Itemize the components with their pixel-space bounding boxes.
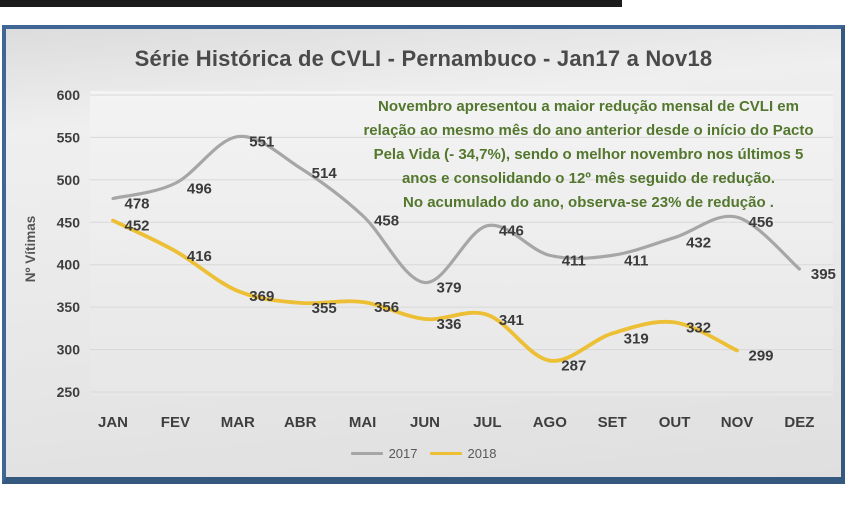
x-tick-label: FEV xyxy=(161,414,190,431)
y-tick-label: 550 xyxy=(57,129,81,145)
data-label-2018-MAR: 369 xyxy=(249,288,274,305)
x-tick-label: AGO xyxy=(533,414,568,431)
data-label-2017-ABR: 514 xyxy=(312,165,338,182)
data-label-2018-MAI: 356 xyxy=(374,299,399,316)
data-label-2018-SET: 319 xyxy=(624,330,649,347)
legend: 2017 2018 xyxy=(6,446,841,461)
y-tick-label: 400 xyxy=(57,257,81,273)
y-tick-label: 500 xyxy=(57,172,81,188)
data-label-2018-JUN: 336 xyxy=(436,316,461,333)
annotation-line: Pela Vida (- 34,7%), sendo o melhor nove… xyxy=(373,146,804,163)
plot-area: 600 550 500 450 400 350 300 250 JAN FEV MAR ABR MAI J… xyxy=(23,87,836,431)
legend-swatch-2018 xyxy=(429,452,462,455)
data-label-2018-OUT: 332 xyxy=(686,319,711,336)
data-label-2018-AGO: 287 xyxy=(561,358,586,375)
data-label-2017-NOV: 456 xyxy=(748,214,773,231)
legend-label: 2017 xyxy=(388,446,418,461)
data-label-2018-ABR: 355 xyxy=(312,300,337,317)
chart-panel-inner: 600 550 500 450 400 350 300 250 JAN FEV MAR ABR MAI J… xyxy=(6,29,841,477)
data-label-2017-SET: 411 xyxy=(624,252,648,269)
annotation-line: Novembro apresentou a maior redução mens… xyxy=(378,98,799,115)
y-tick-label: 450 xyxy=(57,214,81,230)
legend-item-2018: 2018 xyxy=(429,446,497,461)
annotation-line: anos e consolidando o 12º mês seguido de… xyxy=(401,170,776,187)
x-tick-label: JUL xyxy=(473,414,501,431)
data-label-2018-NOV: 299 xyxy=(748,347,773,364)
x-tick-label: MAR xyxy=(221,414,255,431)
legend-label: 2018 xyxy=(467,446,497,461)
data-label-2017-DEZ: 395 xyxy=(811,266,836,283)
chart-panel: 600 550 500 450 400 350 300 250 JAN FEV MAR ABR MAI J… xyxy=(2,25,845,484)
data-label-2017-FEV: 496 xyxy=(187,180,212,197)
y-axis-title: Nº Vítimas xyxy=(23,216,38,282)
plot-background xyxy=(90,91,833,396)
x-tick-label: MAI xyxy=(349,414,377,431)
top-accent-bar xyxy=(0,0,622,7)
x-tick-label: NOV xyxy=(721,414,754,431)
y-tick-label: 300 xyxy=(57,342,81,358)
x-tick-label: DEZ xyxy=(784,414,814,431)
legend-item-2017: 2017 xyxy=(350,446,418,461)
data-label-2017-MAI: 458 xyxy=(374,212,399,229)
x-tick-label: ABR xyxy=(284,414,317,431)
data-label-2018-JAN: 452 xyxy=(124,218,149,235)
annotation-text: Novembro apresentou a maior redução mens… xyxy=(336,95,841,215)
x-tick-label: JUN xyxy=(410,414,440,431)
series-line-2018 xyxy=(111,218,739,363)
data-label-2017-MAR: 551 xyxy=(249,134,274,151)
x-tick-label: OUT xyxy=(659,414,691,431)
data-label-2017-OUT: 432 xyxy=(686,235,711,252)
data-label-2017-JUN: 379 xyxy=(436,280,461,297)
y-tick-label: 350 xyxy=(57,299,81,315)
x-tick-label: JAN xyxy=(98,414,128,431)
series-line-2017 xyxy=(111,134,801,285)
data-label-2018-JUL: 341 xyxy=(499,312,524,329)
chart-title: Série Histórica de CVLI - Pernambuco - J… xyxy=(134,46,713,71)
legend-swatch-2017 xyxy=(350,452,383,455)
y-tick-label: 600 xyxy=(57,87,81,103)
data-label-2017-AGO: 411 xyxy=(562,252,586,269)
annotation-line: relação ao mesmo mês do ano anterior des… xyxy=(363,122,814,139)
y-tick-label: 250 xyxy=(57,384,81,400)
x-tick-label: SET xyxy=(598,414,627,431)
data-label-2017-JUL: 446 xyxy=(499,223,524,240)
data-label-2018-FEV: 416 xyxy=(187,248,212,265)
annotation-line: No acumulado do ano, observa-se 23% de r… xyxy=(403,194,774,211)
data-label-2017-JAN: 478 xyxy=(124,196,149,213)
